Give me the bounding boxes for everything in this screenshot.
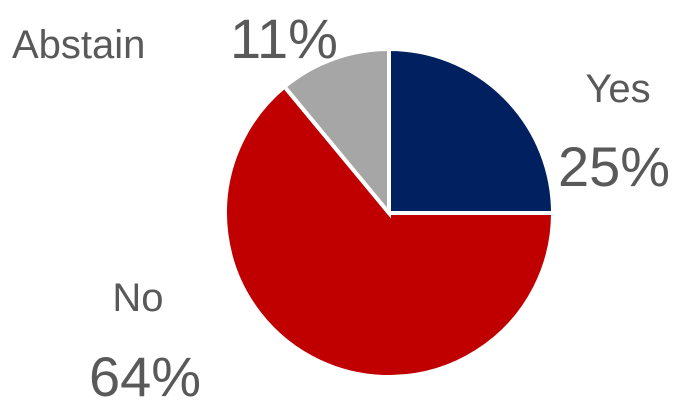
label-abstain-value: 11% <box>230 7 338 70</box>
label-no-value: 64% <box>89 345 201 405</box>
label-yes-value: 25% <box>558 135 670 198</box>
pie-slice-yes <box>387 46 556 215</box>
pie-slice-abstain <box>281 46 391 219</box>
label-yes-name: Yes <box>585 67 650 111</box>
label-no-name: No <box>112 276 163 320</box>
label-abstain-name: Abstain <box>12 23 145 67</box>
pie-slice-no <box>223 83 556 379</box>
pie-slices <box>223 46 556 379</box>
